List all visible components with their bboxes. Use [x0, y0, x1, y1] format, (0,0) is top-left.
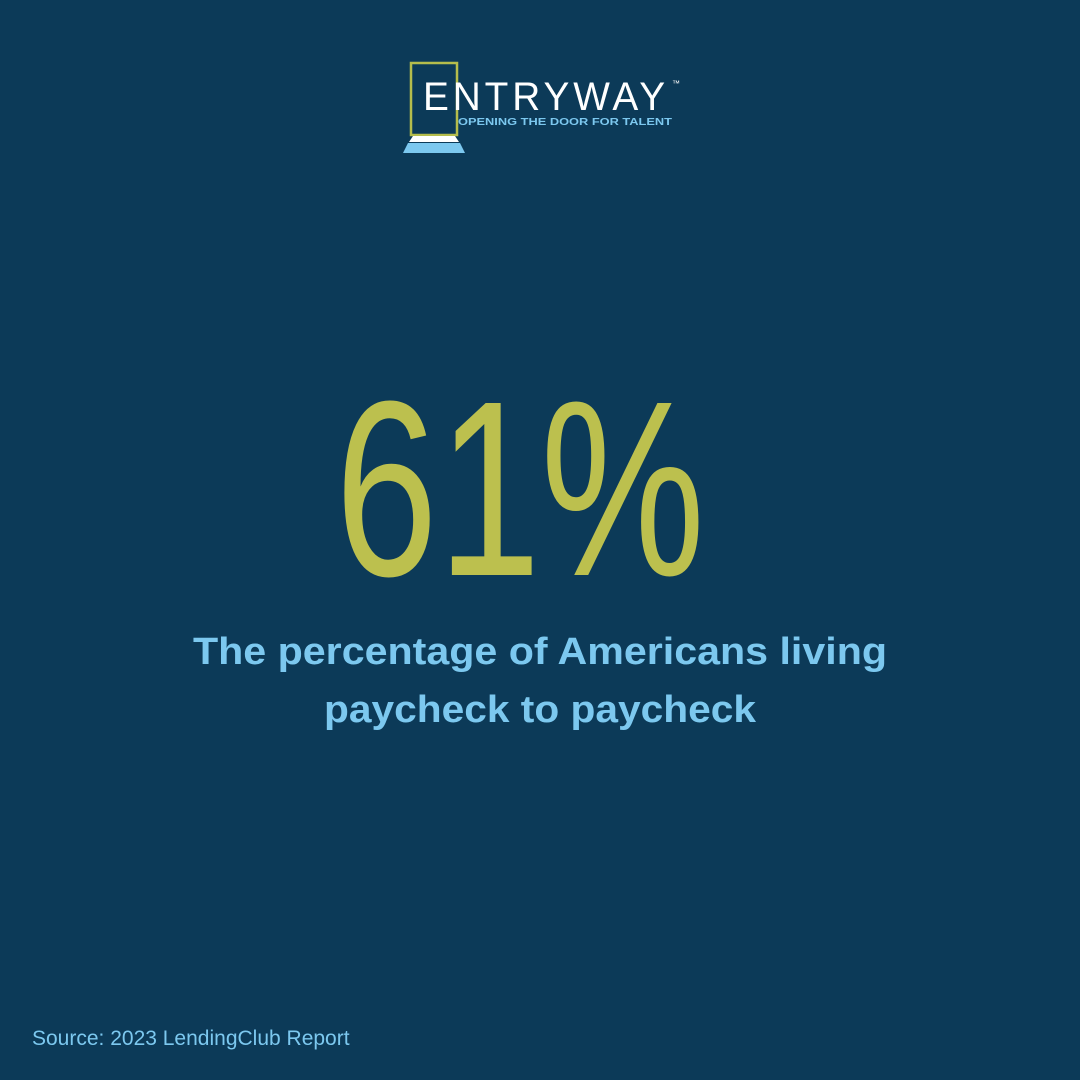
door-frame	[409, 61, 459, 137]
door-step	[403, 143, 465, 153]
logo-name: ENTRYWAY	[423, 75, 669, 119]
door-step	[409, 136, 459, 142]
logo: ENTRYWAY ™ OPENING THE DOOR FOR TALENT	[403, 61, 680, 153]
trademark: ™	[672, 79, 680, 88]
stat-description-line: paycheck to paycheck	[324, 689, 757, 731]
source: Source: 2023 LendingClub Report	[32, 1027, 350, 1050]
stat-description-line: The percentage of Americans living	[193, 631, 887, 673]
logo-tagline: OPENING THE DOOR FOR TALENT	[458, 117, 672, 128]
stat-value: 61%	[335, 349, 705, 628]
